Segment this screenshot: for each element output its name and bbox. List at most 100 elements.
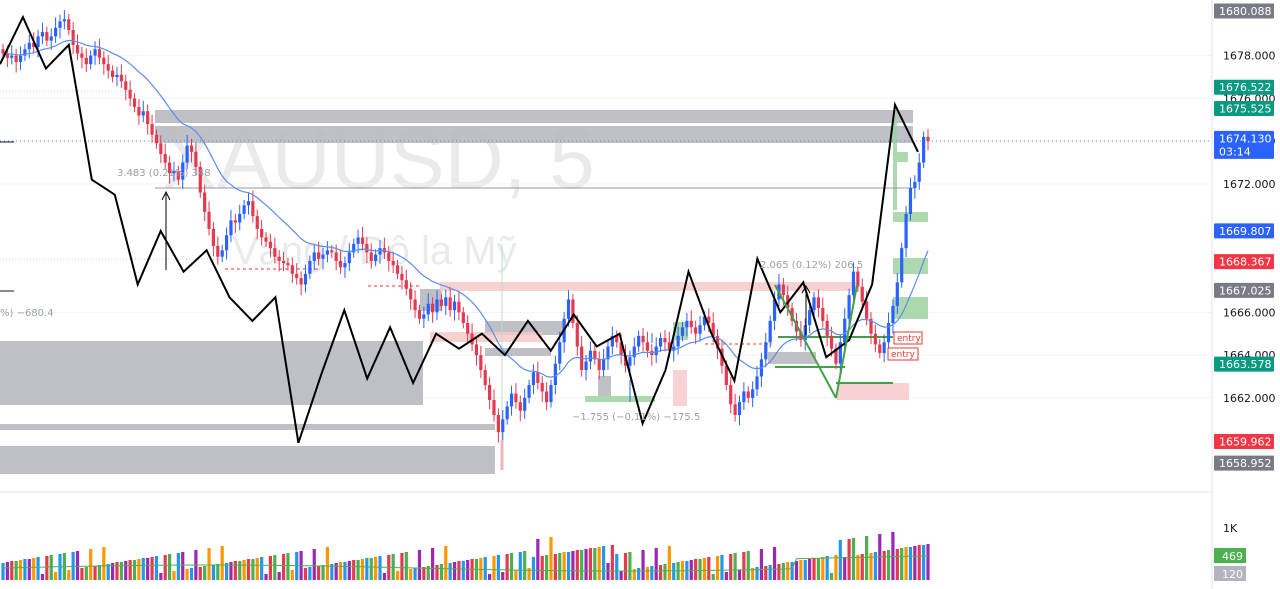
red-zone-box	[673, 370, 687, 406]
candle-body	[584, 361, 588, 371]
volume-bar	[5, 562, 9, 580]
volume-bar	[124, 561, 128, 580]
candle-body	[5, 53, 9, 58]
volume-tag-1-bg	[1214, 548, 1246, 563]
candle-body	[891, 305, 895, 324]
price-tag-bg	[1214, 282, 1274, 298]
measure-label-3: −1.755 (−0.11%) −175.5	[572, 412, 700, 423]
zone-small-d	[768, 352, 816, 364]
volume-bar	[553, 554, 557, 580]
price-tick-label: 1662.000	[1223, 392, 1276, 405]
supply-zone-second	[155, 126, 913, 143]
candle-body	[514, 393, 518, 403]
candle-body	[303, 273, 308, 285]
candle-body	[536, 372, 540, 383]
volume-bar	[667, 546, 671, 580]
candle-body	[246, 201, 251, 206]
volume-bar	[746, 551, 750, 580]
volume-bar	[694, 559, 698, 580]
volume-bar	[89, 549, 93, 580]
volume-bar	[264, 574, 268, 580]
price-tag-bg	[1214, 455, 1274, 471]
candle-body	[737, 402, 742, 415]
candle-body	[886, 323, 891, 343]
volume-bar	[382, 573, 386, 580]
candle-body	[672, 346, 676, 351]
volume-bar	[290, 570, 294, 580]
volume-bar	[615, 554, 619, 580]
candle-body	[308, 260, 312, 274]
volume-bar	[251, 559, 255, 580]
candle-body	[452, 301, 457, 311]
volume-bar	[492, 556, 496, 580]
volume-bar	[891, 532, 895, 580]
candle-body	[110, 70, 115, 78]
volume-bar	[900, 548, 904, 580]
candle-body	[422, 314, 426, 319]
candle-body	[505, 406, 509, 420]
candle-body	[913, 181, 917, 189]
price-tag-text: 1680.088	[1219, 5, 1272, 18]
candle-body	[812, 297, 816, 311]
candle-body	[479, 355, 483, 371]
candle-body	[435, 299, 439, 313]
volume-bar	[23, 559, 27, 580]
volume-bar	[431, 548, 435, 580]
volume-bar	[580, 550, 584, 580]
candle-body	[330, 250, 334, 253]
candle-body	[338, 260, 343, 268]
volume-bar	[216, 564, 220, 580]
candle-body	[290, 265, 294, 274]
red-zone-long	[440, 282, 856, 291]
candle-body	[772, 299, 777, 321]
volume-bar	[97, 565, 102, 580]
candle-body	[172, 171, 176, 174]
candle-body	[264, 237, 268, 242]
volume-bar	[435, 565, 439, 580]
candle-body	[242, 205, 246, 214]
candle-body	[834, 348, 838, 364]
volume-tag-2-bg	[1214, 566, 1246, 581]
volume-bar	[150, 557, 154, 580]
candle-body	[549, 385, 553, 403]
candle-body	[588, 350, 593, 362]
volume-bar	[347, 561, 351, 580]
price-tag-bg	[1214, 3, 1274, 19]
candle-body	[869, 318, 873, 334]
volume-bar	[531, 557, 536, 580]
candle-body	[575, 323, 579, 347]
volume-bar	[452, 562, 457, 580]
demand-zone-low	[0, 446, 495, 474]
price-tag-text: 1675.525	[1219, 103, 1272, 116]
candle-body	[334, 252, 338, 261]
candle-body	[378, 248, 382, 255]
volume-bar	[720, 555, 724, 580]
volume-bar	[45, 556, 49, 580]
volume-bar	[75, 551, 80, 580]
candle-body	[325, 250, 330, 255]
candle-body	[724, 365, 728, 386]
volume-bar	[886, 550, 891, 580]
candle-body	[10, 55, 14, 58]
candle-body	[58, 21, 62, 28]
volume-bar	[356, 560, 360, 580]
candle-body	[851, 271, 856, 296]
volume-bar	[545, 555, 549, 580]
volume-bar	[102, 547, 106, 580]
candle-body	[106, 64, 110, 71]
volume-bar	[641, 550, 645, 580]
candle-body	[601, 359, 606, 371]
candle-body	[23, 49, 27, 56]
candle-body	[917, 162, 921, 182]
volume-bar	[365, 558, 369, 580]
volume-bar	[768, 565, 772, 580]
candle-body	[255, 216, 259, 229]
candle-body	[764, 342, 768, 360]
candle-body	[62, 19, 66, 22]
price-tag: 1659.962	[1214, 433, 1274, 449]
green-zone-5	[673, 322, 688, 340]
volume-bar	[110, 563, 115, 580]
candle-body	[40, 32, 45, 37]
